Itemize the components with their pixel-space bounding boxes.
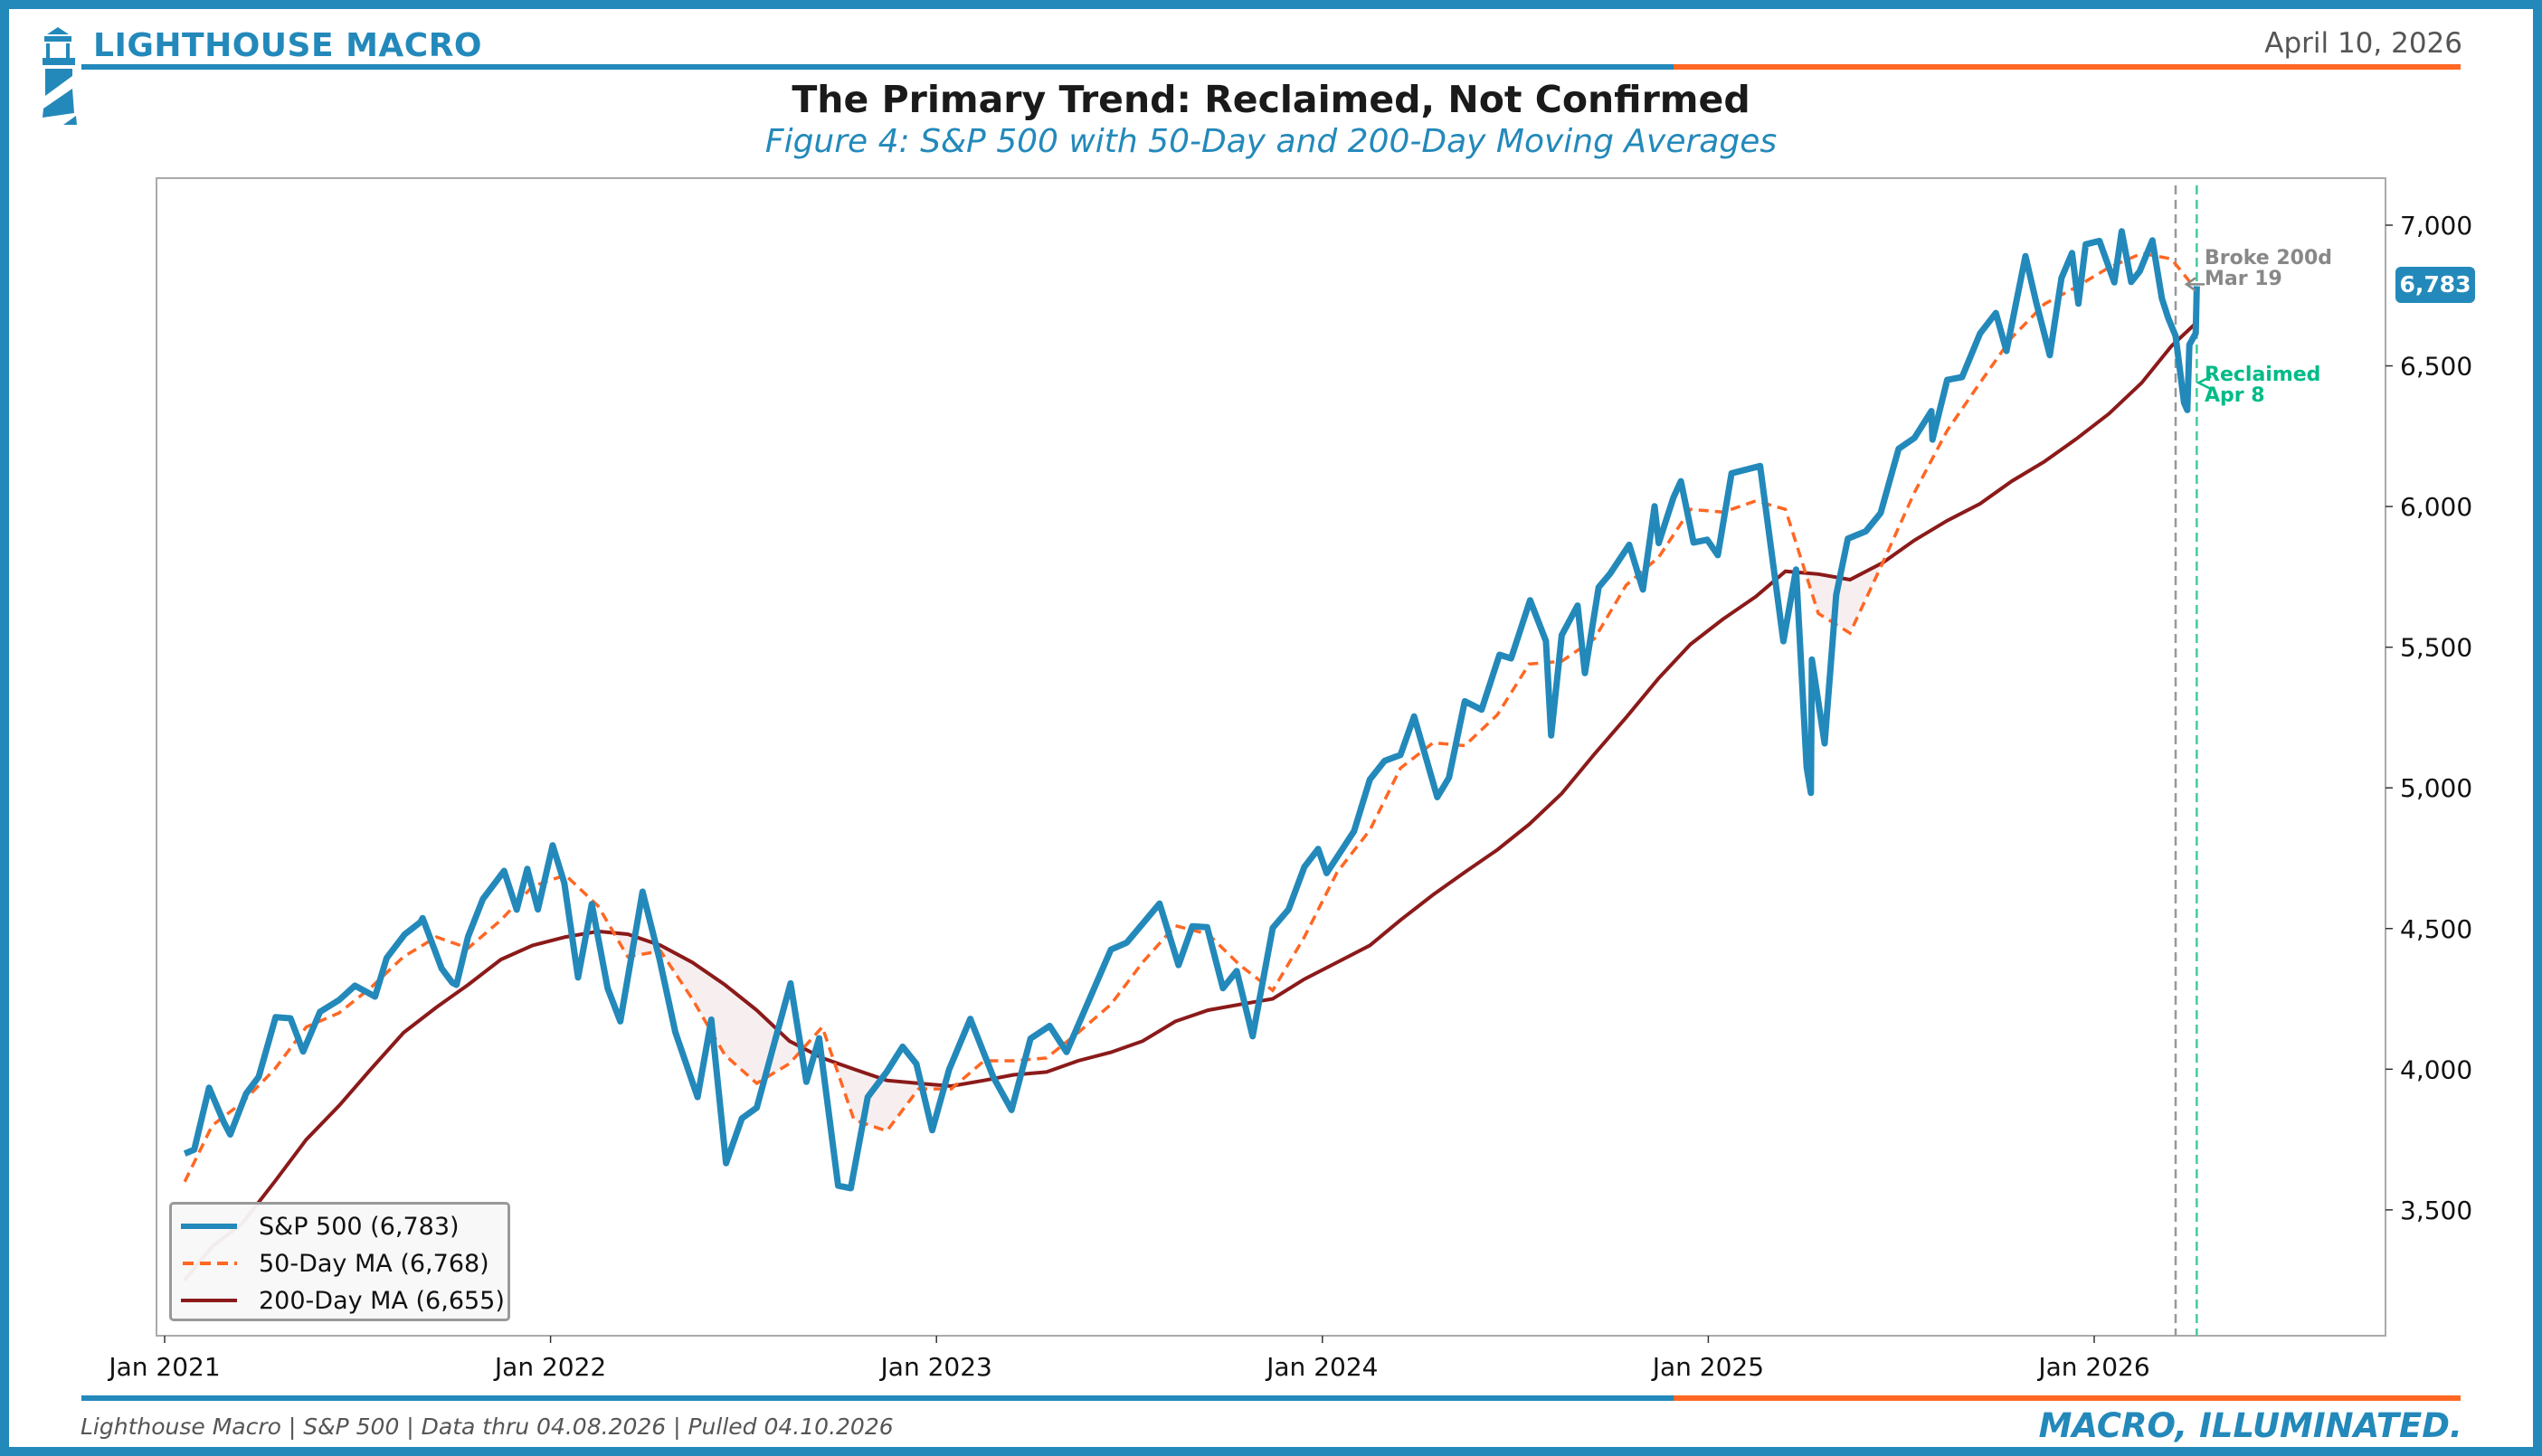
x-tick-label: Jan 2023 (879, 1352, 992, 1382)
brand-name: LIGHTHOUSE MACRO (93, 27, 483, 64)
legend-label: S&P 500 (6,783) (259, 1212, 460, 1241)
broke-200d-annotation: Broke 200d Mar 19 (2205, 248, 2332, 289)
y-tick-label: 4,500 (2400, 914, 2472, 944)
legend-item-200d: 200-Day MA (6,655) (181, 1282, 505, 1319)
annotation-line2: Mar 19 (2205, 268, 2282, 290)
footer-divider-blue (81, 1395, 1674, 1401)
last-value-badge: 6,783 (2395, 267, 2475, 303)
chart-legend: S&P 500 (6,783) 50-Day MA (6,768) 200-Da… (169, 1202, 510, 1321)
series-200d-ma (183, 320, 2198, 1281)
legend-item-sp500: S&P 500 (6,783) (181, 1208, 460, 1244)
footer-tagline: MACRO, ILLUMINATED. (2038, 1406, 2462, 1445)
header-divider-orange (1674, 64, 2461, 70)
y-tick-label: 6,500 (2400, 352, 2472, 382)
reclaimed-annotation: Reclaimed Apr 8 (2205, 364, 2320, 406)
header-divider-blue (81, 64, 1674, 70)
broke-arrow-icon (2184, 277, 2205, 292)
legend-item-50d: 50-Day MA (6,768) (181, 1245, 489, 1281)
annotation-line1: Broke 200d (2205, 247, 2333, 269)
legend-label: 200-Day MA (6,655) (259, 1286, 505, 1315)
y-tick-label: 4,000 (2400, 1054, 2472, 1084)
chart-title: The Primary Trend: Reclaimed, Not Confir… (792, 78, 1750, 121)
y-tick-label: 7,000 (2400, 211, 2472, 241)
y-tick-label: 6,000 (2400, 492, 2472, 522)
x-tick-label: Jan 2021 (107, 1352, 220, 1382)
chart-subtitle: Figure 4: S&P 500 with 50-Day and 200-Da… (764, 123, 1778, 160)
y-tick-label: 3,500 (2400, 1196, 2472, 1225)
footer-source: Lighthouse Macro | S&P 500 | Data thru 0… (81, 1413, 894, 1440)
x-tick-label: Jan 2026 (2036, 1352, 2149, 1382)
x-tick-label: Jan 2024 (1265, 1352, 1378, 1382)
legend-label: 50-Day MA (6,768) (259, 1249, 489, 1278)
report-date: April 10, 2026 (2264, 27, 2462, 60)
x-tick-label: Jan 2022 (493, 1352, 606, 1382)
plot-area (156, 177, 2386, 1337)
y-tick-label: 5,500 (2400, 633, 2472, 663)
annotation-line1: Reclaimed (2205, 364, 2321, 386)
annotation-line2: Apr 8 (2205, 384, 2265, 407)
x-tick-label: Jan 2025 (1651, 1352, 1764, 1382)
reclaimed-arrow-icon (2196, 375, 2212, 391)
y-tick-label: 5,000 (2400, 773, 2472, 803)
series-sp500 (183, 228, 2200, 1192)
footer-divider-orange (1674, 1395, 2461, 1401)
